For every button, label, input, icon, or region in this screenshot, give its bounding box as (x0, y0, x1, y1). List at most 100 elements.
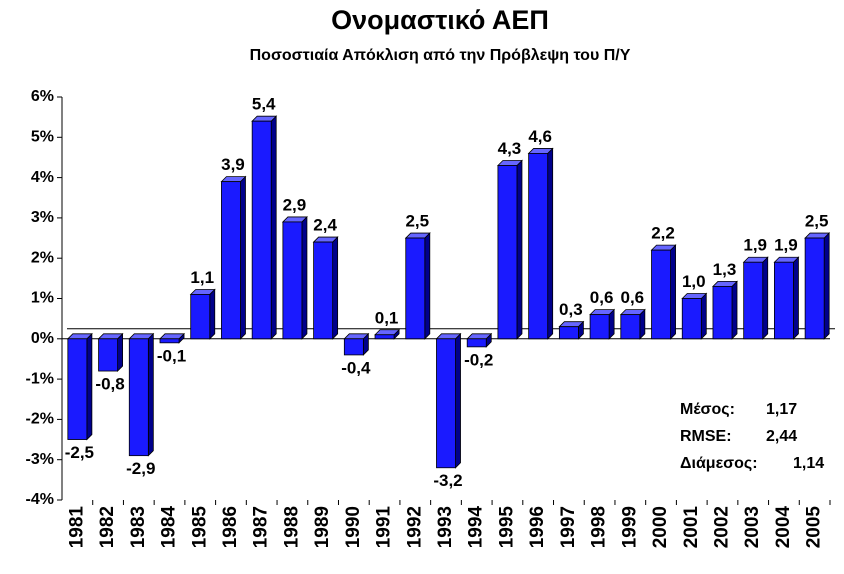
bar-side (516, 159, 523, 340)
x-tick-label: 1984 (159, 506, 180, 549)
x-tick-label: 1993 (435, 506, 456, 548)
x-tick-label: 2003 (742, 506, 763, 548)
bar-side (731, 280, 738, 340)
value-label: 0,6 (590, 288, 614, 307)
bar-side (793, 256, 799, 340)
bar (436, 338, 456, 469)
y-tick-label: 3% (31, 209, 54, 226)
value-label: -3,2 (433, 471, 462, 490)
bar (558, 326, 579, 340)
bar-side (301, 215, 308, 340)
bar (466, 338, 487, 348)
stat-label: Διάμεσος: (680, 455, 758, 472)
bar (712, 286, 733, 340)
y-tick-label: -1% (26, 370, 54, 387)
bar-side (240, 175, 246, 340)
bar (804, 237, 825, 340)
bar (620, 314, 641, 340)
value-label: 4,6 (528, 127, 552, 146)
stat-label: RMSE: (680, 428, 732, 445)
bar (159, 338, 180, 344)
value-label: 1,3 (713, 260, 737, 279)
x-tick-label: 2004 (773, 506, 794, 549)
bar-side (117, 332, 124, 373)
bar (128, 338, 149, 457)
bar-side (332, 236, 339, 340)
x-tick-label: 1981 (66, 506, 87, 549)
bar-side (86, 332, 93, 441)
value-label: 2,2 (651, 224, 675, 243)
stat-value: 1,17 (766, 401, 797, 418)
y-tick-label: 5% (31, 129, 54, 146)
value-label: 2,5 (405, 212, 429, 231)
y-tick-label: 0% (31, 330, 54, 347)
value-label: 1,9 (743, 236, 767, 255)
bar (343, 338, 364, 356)
bar (98, 338, 119, 372)
y-tick-label: 1% (31, 290, 54, 307)
bar (405, 237, 426, 340)
bar (374, 334, 395, 340)
x-tick-label: 1989 (312, 506, 333, 548)
x-tick-label: 1982 (97, 506, 118, 548)
x-tick-label: 1996 (527, 506, 548, 548)
x-tick-label: 1995 (496, 506, 517, 549)
bar-side (547, 147, 554, 340)
value-label: 3,9 (221, 155, 245, 174)
y-tick-label: -3% (26, 451, 54, 468)
y-tick-label: -4% (26, 491, 54, 508)
bar (681, 298, 702, 340)
y-tick-label: 2% (31, 249, 54, 266)
x-tick-label: 1992 (404, 506, 425, 548)
bar (589, 314, 610, 340)
value-label: 0,3 (559, 300, 583, 319)
value-label: 1,1 (190, 268, 214, 287)
bar-side (147, 332, 154, 457)
bar-side (209, 288, 216, 340)
x-tick-label: 1987 (251, 506, 272, 548)
bar (190, 294, 211, 340)
y-tick-label: 4% (31, 169, 54, 186)
bar (743, 261, 764, 340)
x-tick-label: 2002 (711, 506, 732, 548)
value-label: -2,5 (65, 443, 94, 462)
bar-side (670, 244, 676, 340)
value-label: -0,4 (341, 358, 371, 377)
bar-side (424, 232, 431, 340)
x-tick-label: 1999 (619, 506, 640, 548)
value-label: 5,4 (252, 95, 276, 114)
bar (67, 338, 88, 440)
x-tick-label: 1998 (589, 506, 610, 548)
bar-side (700, 292, 707, 340)
bar (528, 153, 549, 340)
value-label: 2,9 (283, 195, 307, 214)
stat-value: 1,14 (793, 455, 824, 472)
x-tick-label: 2005 (804, 506, 825, 549)
value-label: -0,1 (157, 346, 186, 365)
bar (313, 241, 334, 340)
x-tick-label: 1990 (343, 506, 364, 548)
y-tick-label: 6% (31, 88, 54, 105)
x-tick-label: 1983 (128, 506, 149, 548)
chart-title: Ονομαστικό ΑΕΠ (331, 5, 549, 35)
x-tick-label: 1986 (220, 506, 241, 548)
bar (651, 249, 671, 340)
bar (497, 165, 518, 340)
value-label: 0,1 (375, 308, 399, 327)
value-label: 2,5 (805, 212, 829, 231)
y-tick-label: -2% (26, 411, 54, 428)
value-label: -0,2 (464, 350, 493, 369)
x-tick-label: 1988 (281, 506, 302, 548)
x-tick-label: 1997 (558, 506, 579, 548)
value-label: -0,8 (95, 375, 124, 394)
bar (282, 221, 303, 340)
x-tick-label: 1985 (189, 506, 210, 549)
x-tick-label: 1991 (374, 506, 395, 549)
stat-value: 2,44 (766, 428, 797, 445)
value-label: -2,9 (126, 459, 155, 478)
bar (773, 261, 794, 340)
x-tick-label: 1994 (466, 506, 487, 549)
bar-side (823, 232, 830, 340)
bar (251, 120, 272, 340)
